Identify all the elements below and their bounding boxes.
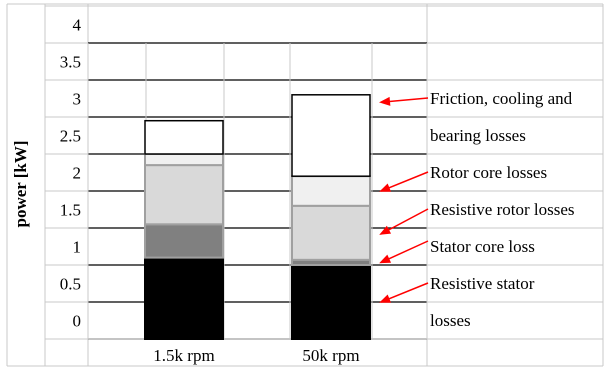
y-tick-label: 1	[73, 238, 82, 257]
annotation-arrowhead	[379, 294, 392, 303]
bar-segment	[144, 164, 224, 226]
annotation-arrowhead	[379, 254, 392, 264]
bar-segment	[291, 94, 371, 177]
tick-layer: 4 3.5 3 2.5 2 1.5 1 0.5 0 1.5k rpm 50k rpm	[60, 16, 360, 366]
annotation-arrowhead	[379, 96, 391, 106]
annotation-label: Rotor core losses	[430, 163, 547, 182]
y-tick-label: 2	[73, 164, 82, 183]
bar-segment	[291, 175, 371, 207]
bar-segment	[144, 223, 224, 259]
annotation-label: Resistive stator	[430, 274, 535, 293]
y-tick-label: 0.5	[60, 275, 81, 294]
bar-segment	[291, 204, 371, 261]
y-tick-label: 0	[73, 312, 82, 331]
y-tick-label: 4	[73, 16, 82, 35]
annotation-label: Resistive rotor losses	[430, 200, 575, 219]
annotation-label: bearing losses	[430, 126, 526, 145]
bar-layer	[144, 94, 371, 341]
bar-segment	[144, 256, 224, 341]
annotation-label: Stator core loss	[430, 237, 535, 256]
bar-segment	[144, 153, 224, 167]
annotation-arrowhead	[379, 183, 392, 192]
annotation-label: Friction, cooling and	[430, 89, 573, 108]
bar-segment	[144, 119, 224, 155]
y-tick-label: 3.5	[60, 53, 81, 72]
y-tick-label: 2.5	[60, 127, 81, 146]
bar-segment	[291, 264, 371, 340]
x-category-label: 1.5k rpm	[153, 346, 214, 365]
annotation-label: losses	[430, 311, 471, 330]
y-tick-label: 1.5	[60, 201, 81, 220]
annotation-arrowhead	[379, 225, 392, 235]
x-category-label: 50k rpm	[302, 346, 359, 365]
annotation-layer: Friction, cooling and bearing losses Rotor…	[379, 89, 575, 330]
y-tick-label: 3	[73, 90, 82, 109]
y-axis-label: power [kW]	[11, 140, 30, 227]
